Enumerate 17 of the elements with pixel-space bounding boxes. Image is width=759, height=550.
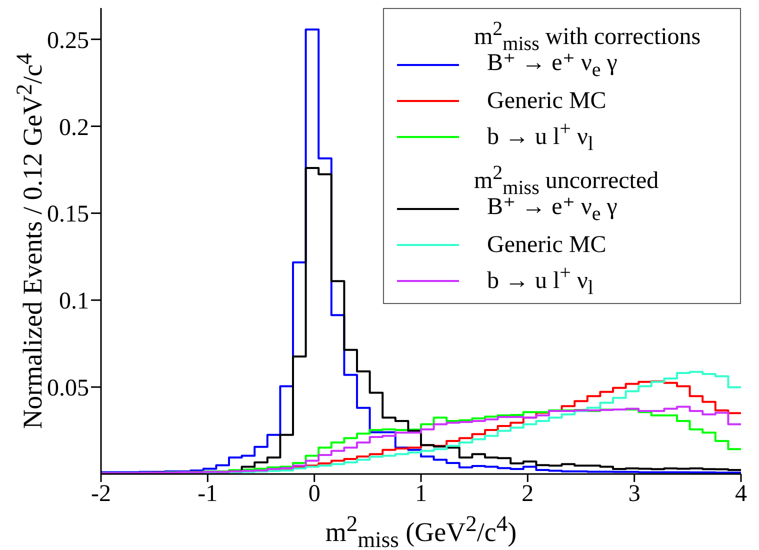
x-tick-label: -1 [198,481,218,508]
x-tick-label: 0 [308,481,320,508]
x-tick-label: 3 [628,481,640,508]
x-tick-label: -2 [91,481,111,508]
x-axis-title: m$^{2}$$_{miss}$ (GeV$^{2}$/c$^{4}$) [325,510,517,550]
legend-label: b → u l$^{+}$ ν$_{l}$ [487,262,594,300]
legend-label: Generic MC [487,88,606,114]
legend-label: b → u l$^{+}$ ν$_{l}$ [487,118,594,156]
y-tick-label: 0.05 [47,376,89,402]
x-tick-label: 1 [415,481,427,508]
y-tick-label: 0.2 [59,114,89,141]
y-tick-label: 0.1 [59,288,89,315]
y-tick-label: 0.15 [47,202,89,228]
x-tick-label: 2 [522,481,534,508]
legend-label: Generic MC [487,232,606,258]
x-tick-label: 4 [735,481,747,508]
y-tick-label: 0.25 [47,28,89,54]
